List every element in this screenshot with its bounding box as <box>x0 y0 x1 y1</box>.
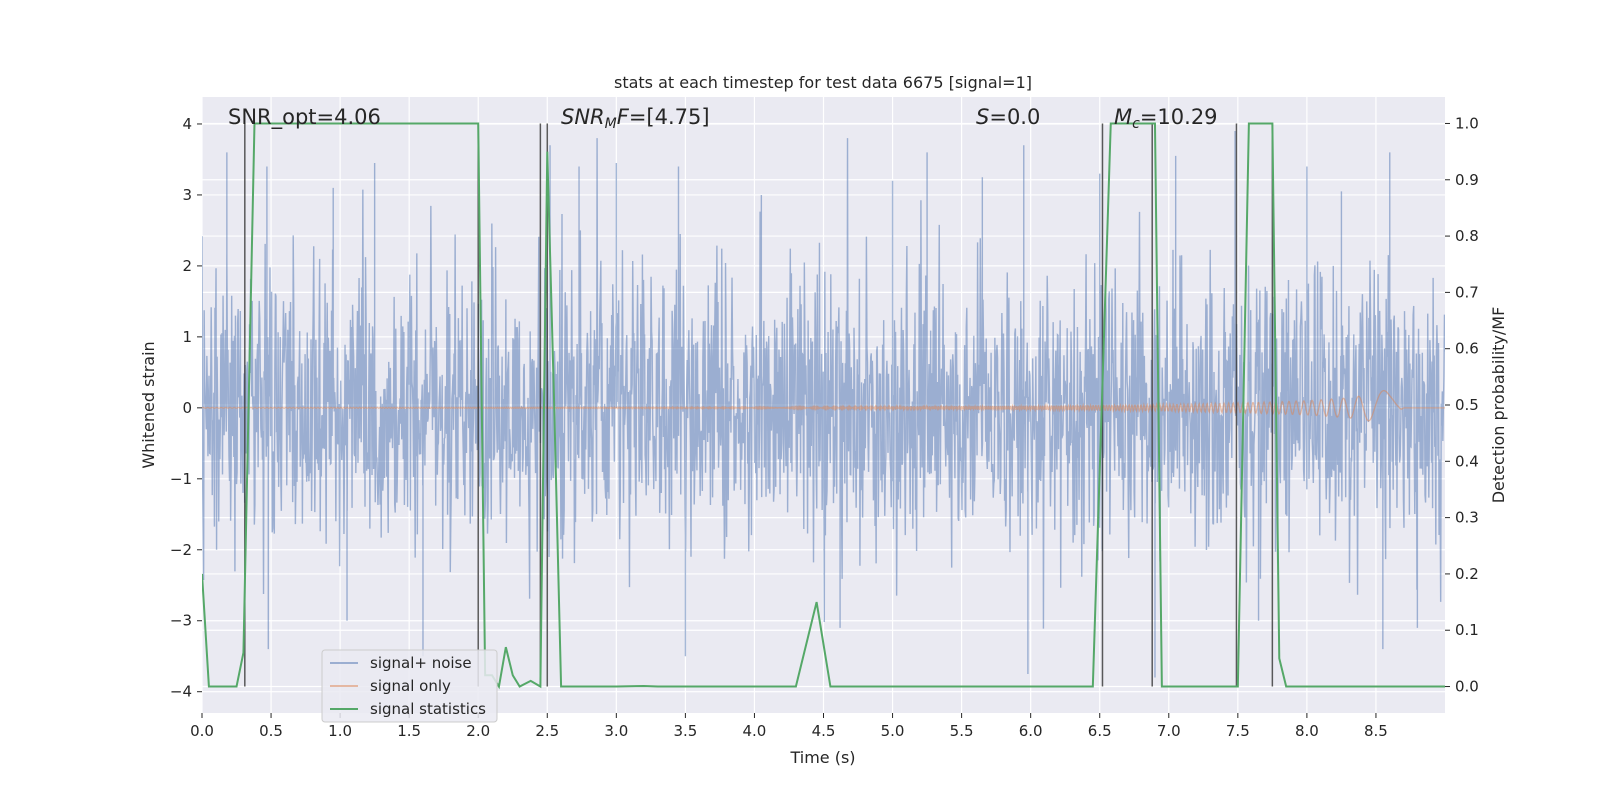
series-signal-only <box>202 389 1445 422</box>
y-right-tick-label: 0.5 <box>1455 396 1479 414</box>
x-tick-label: 2.0 <box>466 722 490 740</box>
x-tick-label: 5.0 <box>881 722 905 740</box>
y-right-tick-label: 0.0 <box>1455 678 1479 696</box>
y-axis-left-label: Whitened strain <box>139 341 158 468</box>
y-right-tick-label: 0.6 <box>1455 340 1479 358</box>
signal-only-line <box>202 389 1445 422</box>
y-left-tick-label: 3 <box>182 186 192 204</box>
y-axis-left-ticks: 4 3 2 1 0 −1 −2 −3 −4 <box>170 115 202 701</box>
y-right-tick-label: 0.3 <box>1455 509 1479 527</box>
x-axis-label: Time (s) <box>789 748 855 767</box>
x-tick-label: 6.0 <box>1019 722 1043 740</box>
y-right-tick-label: 0.7 <box>1455 283 1479 301</box>
signal-statistics-line <box>202 122 1445 690</box>
chart-title: stats at each timestep for test data 667… <box>614 73 1032 92</box>
y-left-tick-label: −4 <box>170 683 192 701</box>
y-axis-right-label: Detection probability/MF <box>1489 307 1508 504</box>
x-tick-label: 0.5 <box>259 722 283 740</box>
x-tick-label: 8.0 <box>1295 722 1319 740</box>
annotation-mc: Mc=10.29 <box>1114 105 1218 132</box>
x-tick-label: 4.5 <box>812 722 836 740</box>
legend-label-signal-only: signal only <box>370 677 451 695</box>
y-right-tick-label: 1.0 <box>1455 114 1479 132</box>
annotation-snr-opt: SNR_opt=4.06 <box>228 105 381 130</box>
x-tick-label: 1.5 <box>397 722 421 740</box>
x-tick-label: 6.5 <box>1088 722 1112 740</box>
x-tick-label: 4.0 <box>743 722 767 740</box>
y-left-tick-label: 0 <box>182 399 192 417</box>
x-tick-label: 7.5 <box>1226 722 1250 740</box>
x-tick-label: 0.0 <box>190 722 214 740</box>
x-tick-label: 8.5 <box>1364 722 1388 740</box>
y-left-tick-label: −3 <box>170 612 192 630</box>
y-left-tick-label: −2 <box>170 541 192 559</box>
x-tick-label: 1.0 <box>328 722 352 740</box>
legend: signal+ noise signal only signal statist… <box>321 649 498 723</box>
x-tick-label: 5.5 <box>950 722 974 740</box>
x-tick-label: 3.5 <box>673 722 697 740</box>
noise-line <box>202 131 1445 678</box>
y-axis-right-ticks: 1.0 0.9 0.8 0.7 0.6 0.5 0.4 0.3 0.2 0.1 0.0 <box>1445 114 1479 696</box>
legend-label-signal-noise: signal+ noise <box>370 654 472 672</box>
x-axis-ticks: 0.0 0.5 1.0 1.5 2.0 2.5 3.0 3.5 4.0 4.5 5.0 5.5 6.0 6… <box>190 713 1388 740</box>
y-right-tick-label: 0.2 <box>1455 565 1479 583</box>
y-right-tick-label: 0.1 <box>1455 621 1479 639</box>
y-right-tick-label: 0.8 <box>1455 227 1479 245</box>
legend-frame <box>321 649 498 723</box>
y-left-tick-label: 1 <box>182 328 192 346</box>
y-left-tick-label: 2 <box>182 257 192 275</box>
legend-label-signal-statistics: signal statistics <box>370 700 486 718</box>
y-right-tick-label: 0.4 <box>1455 452 1479 470</box>
annotation-s: S=0.0 <box>976 105 1040 129</box>
x-tick-label: 2.5 <box>535 722 559 740</box>
x-tick-label: 7.0 <box>1157 722 1181 740</box>
y-left-tick-label: −1 <box>170 470 192 488</box>
series-signal-statistics <box>202 122 1445 690</box>
y-left-tick-label: 4 <box>182 115 192 133</box>
x-tick-label: 3.0 <box>604 722 628 740</box>
annotation-snr-mf: SNRMF=[4.75] <box>561 105 710 132</box>
series-signal-noise <box>202 131 1445 678</box>
y-right-tick-label: 0.9 <box>1455 171 1479 189</box>
